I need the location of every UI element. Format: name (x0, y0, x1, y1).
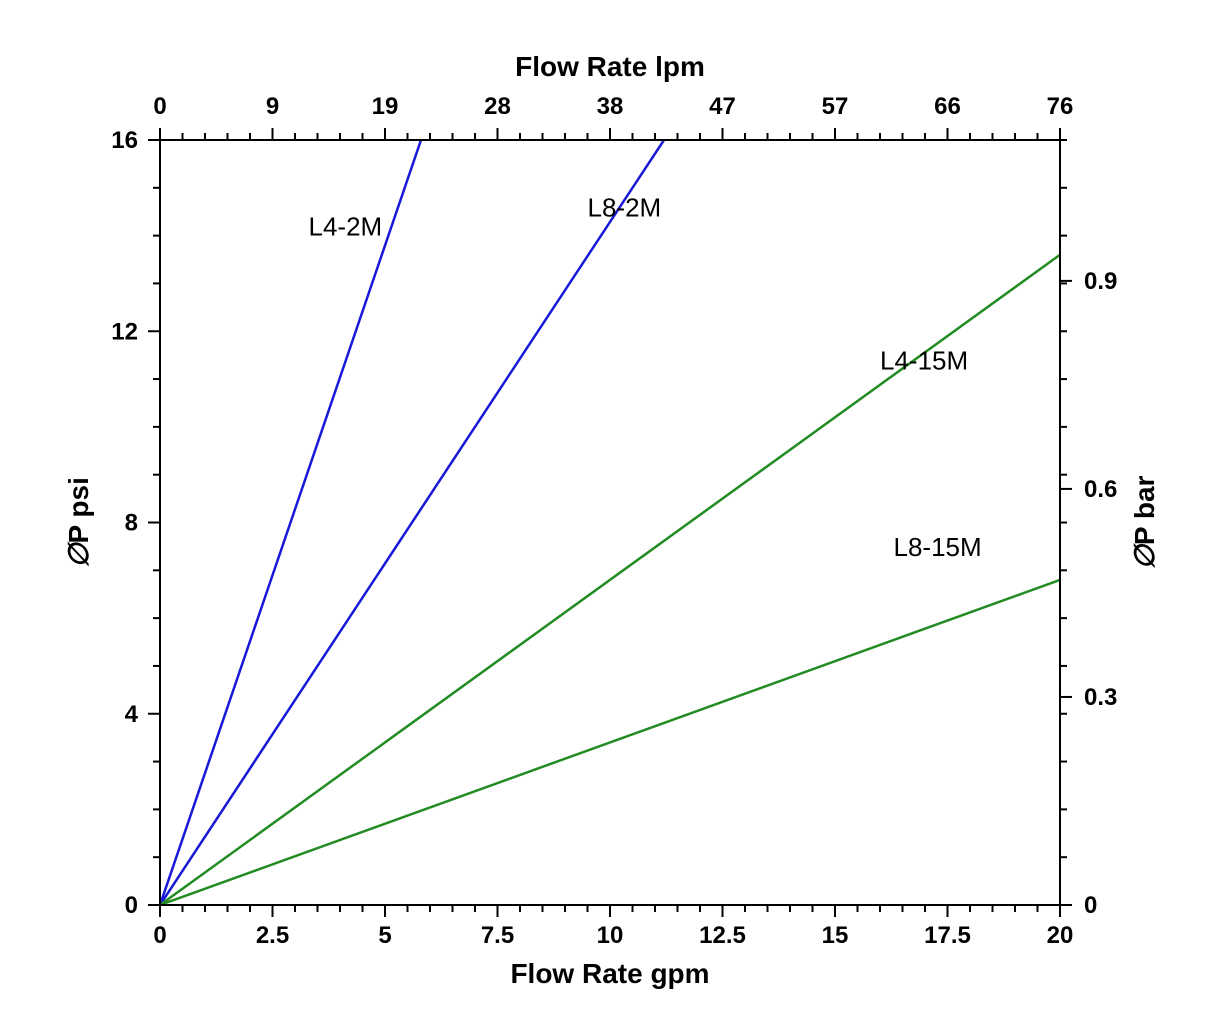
y-right-title: ∅P bar (1129, 475, 1160, 569)
x-top-title: Flow Rate lpm (515, 51, 705, 82)
x-top-tick: 38 (597, 93, 624, 120)
y-left-title: ∅P psi (63, 477, 94, 568)
series-label-L4-2M: L4-2M (309, 212, 383, 242)
x-top-tick: 0 (153, 93, 166, 120)
y-right-tick: 0.3 (1084, 684, 1117, 711)
y-left-tick: 16 (111, 127, 138, 154)
x-bottom-tick: 5 (378, 922, 391, 949)
x-bottom-tick: 10 (597, 922, 624, 949)
x-bottom-tick: 12.5 (699, 922, 746, 949)
x-bottom-tick: 2.5 (256, 922, 289, 949)
series-label-L4-15M: L4-15M (880, 346, 968, 376)
x-bottom-tick: 17.5 (924, 922, 971, 949)
x-bottom-tick: 20 (1047, 922, 1074, 949)
x-top-tick: 9 (266, 93, 279, 120)
x-bottom-tick: 0 (153, 922, 166, 949)
y-right-tick: 0 (1084, 892, 1097, 919)
y-right-tick: 0.9 (1084, 268, 1117, 295)
x-top-tick: 57 (822, 93, 849, 120)
x-top-tick: 47 (709, 93, 736, 120)
x-bottom-tick: 15 (822, 922, 849, 949)
x-bottom-tick: 7.5 (481, 922, 514, 949)
y-left-tick: 8 (125, 510, 138, 537)
x-top-tick: 28 (484, 93, 511, 120)
y-right-tick: 0.6 (1084, 476, 1117, 503)
y-left-tick: 4 (125, 701, 139, 728)
pressure-flow-chart: L4-2M L8-2M L4-15M L8-15M 0 2.5 5 7.5 10 12.5 15 17… (0, 0, 1214, 1018)
x-bottom-title: Flow Rate gpm (510, 958, 709, 989)
y-left-tick: 0 (125, 892, 138, 919)
y-left-tick: 12 (111, 318, 138, 345)
x-top-tick: 76 (1047, 93, 1074, 120)
x-top-tick: 66 (934, 93, 961, 120)
series-label-L8-15M: L8-15M (894, 532, 982, 562)
x-top-tick: 19 (372, 93, 399, 120)
series-label-L8-2M: L8-2M (588, 193, 662, 223)
